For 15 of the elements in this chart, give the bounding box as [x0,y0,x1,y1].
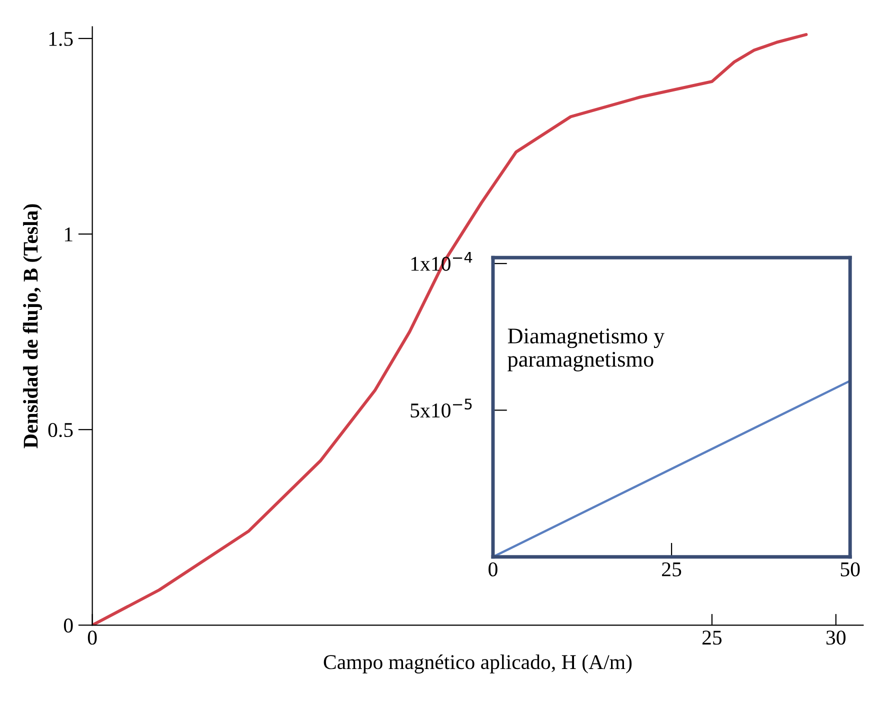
y-tick-label: 1 [64,228,72,242]
y-axis-title: Densidad de flujo, B (Tesla) [22,204,42,448]
y-tick-label: 0.5 [48,422,73,438]
line-series [92,33,808,626]
x-tick-label: 0 [88,630,97,645]
annotation: Diamagnetismo y paramagnetismo [508,328,665,372]
x-tick-label: 25 [662,562,682,576]
x-axis-title: Campo magnético aplicado, H (A/m) [324,654,632,674]
x-tick-label: 25 [702,630,722,645]
x-tick-label: 30 [826,630,846,645]
x-tick-label: 50 [840,562,860,576]
x-tick-label: 0 [488,562,498,576]
y-tick-label: 0 [64,618,73,633]
y-tick-label: 1.5 [49,32,73,46]
y-tick-label: 5x10$^{−5}$ [410,398,472,418]
